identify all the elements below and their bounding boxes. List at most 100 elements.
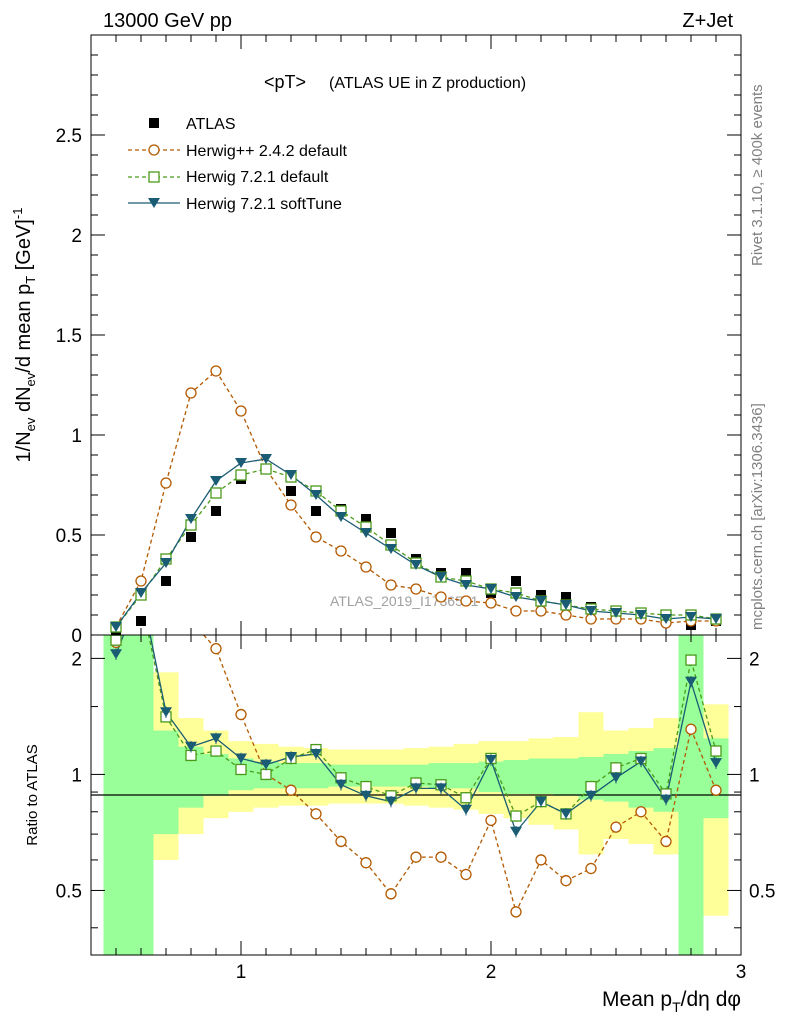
ratio-point-herwig-7-2-1-default [685,654,697,666]
legend-entry-herwigpp: Herwig++ 2.4.2 default [128,143,348,160]
ratio-point-herwig-7-2-1-softtune [485,754,497,765]
ratio-y-tick-label-right: 1 [749,765,760,786]
ratio-point-herwig-2-4-2-default [335,835,347,848]
ratio-point-herwig-2-4-2-default [635,806,647,818]
band-stat-bin [553,758,579,796]
data-point-atlas [511,576,521,586]
top-series-markers [110,365,722,635]
ratio-point-herwig-2-4-2-default [560,875,572,887]
x-tick-label: 1 [236,962,247,983]
legend-marker-herwig7-default [148,171,160,183]
plot-title: <pT> (ATLAS UE in Z production) [264,72,526,92]
header-energy: 13000 GeV pp [103,10,232,32]
ratio-point-herwig-2-4-2-default [285,784,297,796]
x-tick-label: 2 [486,962,497,983]
ratio-point-herwig-7-2-1-default [710,745,722,757]
ratio-y-tick-label: 2 [71,649,82,670]
data-point-herwig-2-4-2-default [235,405,247,417]
ratio-y-tick-label-right: 2 [749,649,760,670]
ratio-point-herwig-7-2-1-default [610,762,622,774]
ratio-point-herwig-2-4-2-default [510,906,522,918]
top-y-tick-label: 1.5 [56,326,82,347]
data-point-atlas [536,590,546,600]
ratio-point-herwig-2-4-2-default [360,857,372,869]
title-main: <pT> [264,72,306,92]
x-tick-label: 3 [736,962,747,983]
legend-entry-atlas: ATLAS [149,116,236,133]
ratio-point-herwig-7-2-1-softtune [410,783,422,794]
data-point-herwig-7-2-1-softtune [135,588,147,598]
top-y-tick-label: 2 [71,226,82,247]
ratio-point-herwig-2-4-2-default [585,862,597,875]
ratio-point-herwig-7-2-1-default [210,745,222,757]
x-axis-label: Mean pT/dη dφ [602,988,741,1015]
data-point-herwig-7-2-1-default [260,463,272,475]
top-y-tick-label: 0 [71,626,82,647]
data-point-atlas [186,532,196,542]
ratio-point-herwig-2-4-2-default [435,851,447,863]
data-point-atlas [211,506,221,516]
band-stat-bin [303,763,329,789]
ratio-point-herwig-7-2-1-softtune [235,753,247,764]
data-point-herwig-2-4-2-default [210,365,222,377]
data-point-atlas [286,486,296,496]
data-point-herwig-2-4-2-default [135,575,147,587]
data-point-herwig-7-2-1-softtune [710,614,722,624]
main-plot: ATLAS_2019_I1736531 0 0.5 1 1.5 2 2.5 <pT> (A… [10,34,742,647]
ratio-y-tick-label: 1 [71,765,82,786]
ratio-point-herwig-7-2-1-softtune [660,794,672,805]
ratio-y-axis-label: Ratio to ATLAS [24,744,41,845]
data-point-herwig-7-2-1-softtune [535,596,547,606]
ratio-point-herwig-2-4-2-default [685,723,697,735]
data-point-herwig-7-2-1-default [235,469,247,481]
data-point-herwig-7-2-1-softtune [560,600,572,610]
data-point-atlas [461,568,471,578]
data-point-herwig-7-2-1-softtune [485,584,497,594]
data-point-herwig-7-2-1-softtune [310,490,322,500]
data-point-herwig-7-2-1-softtune [160,558,172,568]
ratio-point-herwig-2-4-2-default [460,868,472,881]
data-point-atlas [311,506,321,516]
data-point-herwig-7-2-1-softtune [260,454,272,464]
ratio-point-herwig-7-2-1-softtune [185,741,197,752]
top-y-tick-label: 0.5 [56,526,82,547]
ratio-plot: 0.5 0.5 1 1 2 2 1 2 3 Ratio to ATLAS Mean pT/dη … [24,616,775,1015]
top-y-ticks: 0 0.5 1 1.5 2 2.5 [56,35,742,647]
ratio-point-herwig-2-4-2-default [485,814,497,827]
ratio-point-herwig-7-2-1-softtune [635,756,647,767]
rivet-label: Rivet 3.1.10, ≥ 400k events [749,84,766,266]
data-point-atlas [161,576,171,586]
ratio-point-herwig-7-2-1-softtune [360,790,372,801]
data-point-herwig-2-4-2-default [310,531,322,543]
ratio-point-herwig-7-2-1-default [110,635,122,646]
data-point-herwig-2-4-2-default [435,591,447,603]
ratio-point-herwig-7-2-1-default [510,810,522,822]
ratio-point-herwig-2-4-2-default [235,708,247,721]
legend: ATLAS Herwig++ 2.4.2 default Herwig 7.2.… [128,116,348,213]
legend-marker-atlas [149,118,159,128]
ratio-point-herwig-7-2-1-softtune [535,796,547,807]
data-point-herwig-7-2-1-softtune [110,622,122,632]
header-process: Z+Jet [682,10,733,32]
data-point-atlas [561,592,571,602]
ratio-point-herwig-2-4-2-default [186,616,196,626]
ratio-point-herwig-7-2-1-softtune [160,707,172,718]
data-point-herwig-2-4-2-default [485,597,497,609]
ratio-point-herwig-2-4-2-default [310,808,322,820]
data-point-herwig-7-2-1-softtune [285,470,297,480]
bottom-frame [90,634,742,956]
data-point-herwig-7-2-1-softtune [660,614,672,624]
data-point-herwig-2-4-2-default [460,595,472,607]
data-point-herwig-7-2-1-softtune [235,458,247,468]
ratio-point-herwig-7-2-1-default [460,792,472,804]
data-point-herwig-7-2-1-softtune [610,608,622,618]
ratio-series-markers [110,616,722,918]
data-point-herwig-2-4-2-default [535,605,547,617]
data-point-herwig-7-2-1-softtune [635,610,647,620]
ratio-point-herwig-7-2-1-softtune [585,790,597,801]
data-point-herwig-7-2-1-softtune [585,606,597,616]
ratio-point-herwig-7-2-1-softtune [260,759,272,770]
data-point-herwig-7-2-1-softtune [435,572,447,582]
legend-entry-herwig7-softtune: Herwig 7.2.1 softTune [128,196,342,213]
